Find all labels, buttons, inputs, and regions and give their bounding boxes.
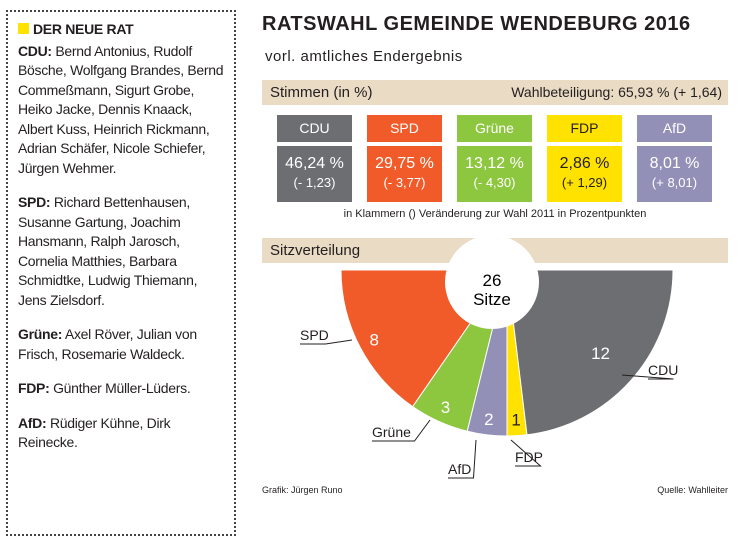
entry-members: Bernd Antonius, Rudolf Bösche, Wolfgang … [18,42,224,176]
marker [18,23,29,34]
value-label: 8 [369,331,378,350]
share-box: 13,12 % (- 4,30) [457,146,532,202]
turnout: Wahlbeteiligung: 65,93 % (+ 1,64) [511,84,722,100]
source: Quelle: Wahlleiter [657,485,728,495]
value-label: 3 [441,398,450,417]
leader-line [621,374,674,380]
entry-members: Richard Bettenhausen, Susanne Gartung, J… [18,194,198,308]
sidebar: DER NEUE RAT CDU: Bernd Antonius, Rudolf… [6,10,236,536]
sidebar-heading: DER NEUE RAT [18,20,224,40]
value-label: 2 [484,410,493,429]
share: 13,12 % [465,155,524,172]
change: (- 4,30) [473,175,516,190]
party-box: Grüne [457,115,532,142]
share: 8,01 % [649,155,700,172]
party-box: FDP [547,115,622,142]
entry-party: Grüne: [18,326,63,342]
change: (- 3,77) [383,175,426,190]
entry-party: CDU: [18,42,52,59]
party-box: AfD [637,115,712,142]
value-label: 1 [511,411,520,430]
leader-line [448,439,477,479]
slice [506,269,674,436]
party-box: CDU [277,115,352,142]
entry: FDP: Günther Müller-Lüders. [18,379,224,399]
hole [445,235,539,329]
entry: Grüne: Axel Röver, Julian von Frisch, Ro… [18,325,224,364]
category-label: Grüne [372,424,411,440]
leader-line [300,339,353,345]
total-label: Sitze [473,290,511,309]
chart-title: Sitzverteilung [270,242,361,259]
stimmen-heading: Stimmen (in %) [270,84,373,101]
sidebar-title: DER NEUE RAT [33,21,134,37]
change: (+ 1,29) [561,175,608,190]
entry-party: AfD: [18,414,47,431]
entry-members: Axel Röver, Julian von Frisch, Rosemarie… [18,326,197,362]
category-label: AfD [448,461,471,477]
share-box: 29,75 % (- 3,77) [367,146,442,202]
share: 46,24 % [285,155,344,172]
stimmen-bar: Stimmen (in %) Wahlbeteiligung: 65,93 % … [262,80,728,105]
share: 29,75 % [375,155,434,172]
credit: Grafik: Jürgen Runo [262,485,343,495]
share: 2,86 % [559,155,610,172]
leader-line [372,419,431,442]
category-label: SPD [300,327,329,343]
category-label: CDU [648,362,678,378]
note: in Klammern () Veränderung zur Wahl 2011… [343,208,647,220]
entry-members: Rüdiger Kühne, Dirk Reinecke. [18,414,171,451]
entry: SPD: Richard Bettenhausen, Susanne Gartu… [18,193,224,310]
change: (- 1,23) [293,175,336,190]
share-box: 46,24 % (- 1,23) [277,146,352,202]
share-box: 2,86 % (+ 1,29) [547,146,622,202]
category-label: FDP [515,449,543,465]
title: RATSWAHL GEMEINDE WENDEBURG 2016 [262,13,691,35]
entry: AfD: Rüdiger Kühne, Dirk Reinecke. [18,414,224,453]
entry-party: FDP: [18,380,50,396]
leader-line [510,439,542,467]
entry: CDU: Bernd Antonius, Rudolf Bösche, Wolf… [18,42,224,179]
party-box: SPD [367,115,442,142]
share-box: 8,01 % (+ 8,01) [637,146,712,202]
subtitle: vorl. amtliches Endergebnis [265,48,463,65]
entry-members: Günther Müller-Lüders. [53,380,191,396]
entries: CDU: Bernd Antonius, Rudolf Bösche, Wolf… [18,42,224,453]
total: 26 [483,271,502,290]
entry-party: SPD: [18,194,51,210]
change: (+ 8,01) [651,175,698,190]
value-label: 12 [591,344,610,363]
